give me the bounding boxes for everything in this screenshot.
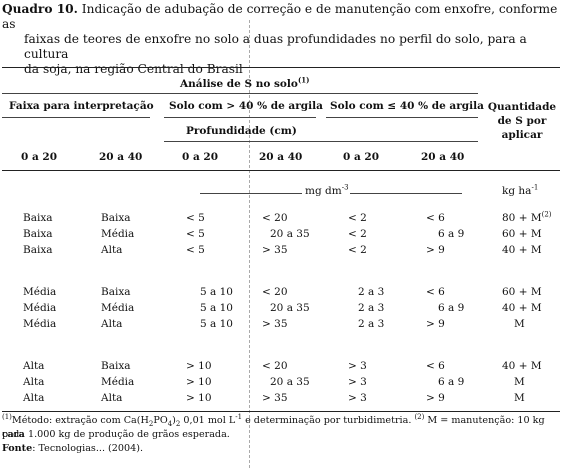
caption-label: Quadro 10.: [2, 2, 78, 16]
cell-faixa-20-40: Baixa: [101, 360, 131, 372]
cell-solo-maior-20-40: < 20: [262, 286, 288, 298]
table-caption: Quadro 10. Indicação de adubação de corr…: [2, 2, 562, 77]
cell-solo-maior-0-20: 5 a 10: [200, 318, 233, 330]
cell-faixa-20-40: Média: [101, 302, 135, 314]
cell-quantidade-s: 60 + M: [502, 228, 542, 240]
source-note: Fonte: Tecnologias... (2004).: [2, 443, 143, 454]
fold-line: [249, 20, 250, 468]
unit-line-right: [350, 193, 462, 194]
faixa-rule: [2, 117, 150, 118]
cell-faixa-20-40: Alta: [101, 392, 123, 404]
cell-faixa-20-40: Média: [101, 228, 135, 240]
cell-solo-maior-0-20: > 10: [186, 376, 212, 388]
cell-solo-maior-20-40: < 20: [262, 360, 288, 372]
cell-solo-maior-20-40: < 20: [262, 212, 288, 224]
cell-quantidade-s: 40 + M: [502, 360, 542, 372]
cell-quantidade-s: M: [514, 318, 525, 330]
cell-solo-menor-20-40: 6 a 9: [438, 376, 465, 388]
cell-solo-maior-20-40: > 35: [262, 392, 288, 404]
cell-solo-menor-20-40: < 6: [426, 212, 445, 224]
cell-solo-maior-20-40: 20 a 35: [270, 228, 310, 240]
cell-solo-menor-20-40: 6 a 9: [438, 302, 465, 314]
cell-faixa-20-40: Alta: [101, 244, 123, 256]
depth-header: 20 a 40: [99, 151, 143, 163]
cell-faixa-0-20: Baixa: [23, 228, 53, 240]
cell-solo-menor-0-20: > 3: [348, 376, 367, 388]
depth-header: 20 a 40: [421, 151, 465, 163]
cell-faixa-0-20: Alta: [23, 392, 45, 404]
faixa-header: Faixa para interpretação: [9, 100, 154, 112]
cell-solo-maior-20-40: > 35: [262, 244, 288, 256]
cell-solo-menor-0-20: 2 a 3: [358, 302, 385, 314]
solo-menor-rule: [326, 117, 478, 118]
cell-quantidade-s: 60 + M: [502, 286, 542, 298]
cell-solo-menor-20-40: < 6: [426, 286, 445, 298]
cell-solo-maior-0-20: < 5: [186, 228, 205, 240]
cell-solo-maior-20-40: > 35: [262, 318, 288, 330]
cell-solo-menor-20-40: > 9: [426, 318, 445, 330]
cell-solo-maior-0-20: < 5: [186, 244, 205, 256]
solo-menor-header: Solo com ≤ 40 % de argila: [330, 100, 484, 112]
cell-faixa-20-40: Baixa: [101, 286, 131, 298]
depth-header: 0 a 20: [21, 151, 58, 163]
cell-solo-menor-20-40: 6 a 9: [438, 228, 465, 240]
profundidade-rule: [164, 141, 478, 142]
cell-solo-maior-0-20: > 10: [186, 360, 212, 372]
cell-solo-maior-0-20: > 10: [186, 392, 212, 404]
caption-line-1: Indicação de adubação de correção e de m…: [2, 2, 558, 31]
cell-quantidade-s: 40 + M: [502, 302, 542, 314]
caption-line-2: faixas de teores de enxofre no solo a du…: [24, 32, 527, 61]
cell-faixa-20-40: Alta: [101, 318, 123, 330]
cell-faixa-0-20: Baixa: [23, 244, 53, 256]
footnote-marker: (2): [541, 210, 552, 219]
cell-faixa-0-20: Média: [23, 318, 57, 330]
header-bottom-rule: [2, 170, 560, 171]
cell-quantidade-s: M: [514, 392, 525, 404]
footnote-1: (1)Método: extração com Ca(H2PO4)2 0,01 …: [2, 412, 545, 440]
cell-faixa-20-40: Média: [101, 376, 135, 388]
cell-solo-menor-0-20: > 3: [348, 392, 367, 404]
unit-line-left: [200, 193, 302, 194]
solo-maior-header: Solo com > 40 % de argila: [169, 100, 323, 112]
top-rule: [2, 67, 560, 68]
solo-maior-rule: [164, 117, 316, 118]
analise-header: Análise de S no solo(1): [180, 75, 310, 91]
cell-faixa-20-40: Baixa: [101, 212, 131, 224]
unit-kg: kg ha-1: [502, 183, 539, 197]
profundidade-header: Profundidade (cm): [186, 125, 297, 137]
cell-solo-maior-0-20: 5 a 10: [200, 286, 233, 298]
cell-solo-maior-20-40: 20 a 35: [270, 376, 310, 388]
analise-rule: [2, 93, 478, 94]
cell-solo-menor-0-20: 2 a 3: [358, 318, 385, 330]
cell-solo-maior-0-20: < 5: [186, 212, 205, 224]
cell-solo-menor-0-20: < 2: [348, 228, 367, 240]
cell-quantidade-s: 80 + M(2): [502, 210, 552, 224]
cell-faixa-0-20: Baixa: [23, 212, 53, 224]
cell-quantidade-s: M: [514, 376, 525, 388]
cell-solo-maior-0-20: 5 a 10: [200, 302, 233, 314]
caption-line-3: da soja, na região Central do Brasil: [24, 62, 243, 76]
cell-faixa-0-20: Média: [23, 286, 57, 298]
unit-mg: mg dm-3: [305, 183, 349, 197]
depth-header: 0 a 20: [343, 151, 380, 163]
footnote-2-continued: cada 1.000 kg de produção de grãos esper…: [2, 429, 230, 440]
cell-solo-menor-20-40: < 6: [426, 360, 445, 372]
cell-solo-menor-20-40: > 9: [426, 244, 445, 256]
quantidade-header: Quantidade de S por aplicar: [487, 101, 557, 141]
cell-solo-menor-0-20: < 2: [348, 212, 367, 224]
cell-faixa-0-20: Média: [23, 302, 57, 314]
cell-solo-maior-20-40: 20 a 35: [270, 302, 310, 314]
bottom-rule: [2, 411, 560, 412]
cell-solo-menor-0-20: < 2: [348, 244, 367, 256]
cell-solo-menor-0-20: 2 a 3: [358, 286, 385, 298]
cell-faixa-0-20: Alta: [23, 376, 45, 388]
cell-solo-menor-0-20: > 3: [348, 360, 367, 372]
cell-faixa-0-20: Alta: [23, 360, 45, 372]
depth-header: 0 a 20: [182, 151, 219, 163]
depth-header: 20 a 40: [259, 151, 303, 163]
cell-quantidade-s: 40 + M: [502, 244, 542, 256]
cell-solo-menor-20-40: > 9: [426, 392, 445, 404]
